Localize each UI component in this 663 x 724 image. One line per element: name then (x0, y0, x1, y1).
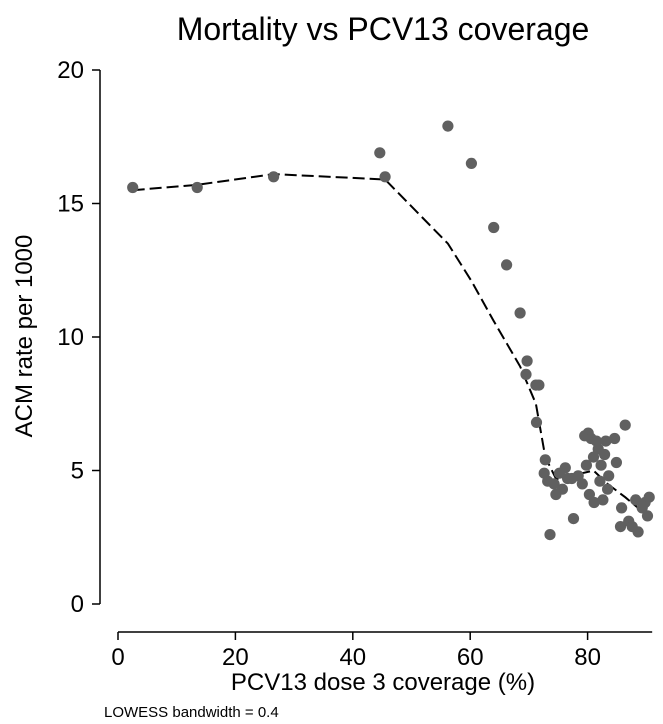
data-point (580, 459, 593, 471)
data-point (641, 510, 654, 522)
data-point (616, 502, 628, 514)
data-point (465, 157, 477, 169)
data-point (191, 181, 203, 194)
chart-title: Mortality vs PCV13 coverage (177, 11, 590, 47)
data-point (567, 513, 580, 525)
data-points (127, 120, 655, 541)
data-point (600, 435, 612, 447)
data-point (533, 379, 545, 391)
data-point (374, 147, 386, 159)
x-axis-label: PCV13 dose 3 coverage (%) (231, 669, 535, 696)
plot-area (127, 120, 655, 541)
data-point (576, 478, 588, 490)
data-point (442, 120, 454, 132)
data-point (632, 526, 644, 538)
data-point (488, 221, 500, 234)
data-point (556, 483, 569, 495)
data-point (619, 419, 631, 431)
data-point (559, 462, 571, 474)
data-point (643, 491, 655, 503)
data-point (544, 529, 556, 541)
lowess-bandwidth-note: LOWESS bandwidth = 0.4 (104, 704, 279, 721)
data-point (588, 496, 600, 509)
data-point (379, 171, 391, 183)
data-point (548, 478, 560, 490)
x-tick-label: 0 (111, 644, 124, 671)
data-point (521, 355, 533, 367)
data-point (630, 494, 642, 506)
data-point (609, 432, 621, 445)
y-tick-label: 5 (71, 458, 84, 485)
y-tick-label: 0 (71, 591, 84, 618)
data-point (602, 483, 614, 495)
data-point (539, 454, 551, 466)
data-point (530, 416, 543, 428)
lowess-fit-line (132, 173, 650, 515)
data-point (614, 521, 627, 533)
data-point (594, 475, 606, 487)
y-tick-label: 20 (57, 57, 84, 84)
data-point (514, 307, 526, 319)
data-point (268, 171, 280, 183)
x-tick-label: 60 (457, 644, 484, 671)
data-point (127, 181, 139, 194)
y-axis-label: ACM rate per 1000 (11, 235, 38, 438)
data-point (599, 448, 611, 461)
x-axis-ticks: 0 20 40 60 80 (111, 632, 601, 671)
x-tick-label: 80 (574, 644, 601, 671)
data-point (501, 259, 513, 271)
y-tick-label: 10 (57, 324, 84, 351)
data-point (610, 456, 623, 469)
data-point (595, 459, 607, 471)
y-axis-ticks: 0 5 10 15 20 (57, 57, 100, 618)
x-tick-label: 40 (339, 644, 366, 671)
x-tick-label: 20 (222, 644, 249, 671)
data-point (597, 494, 609, 506)
y-tick-label: 15 (57, 191, 84, 218)
data-point (603, 470, 615, 482)
data-point (520, 368, 532, 380)
